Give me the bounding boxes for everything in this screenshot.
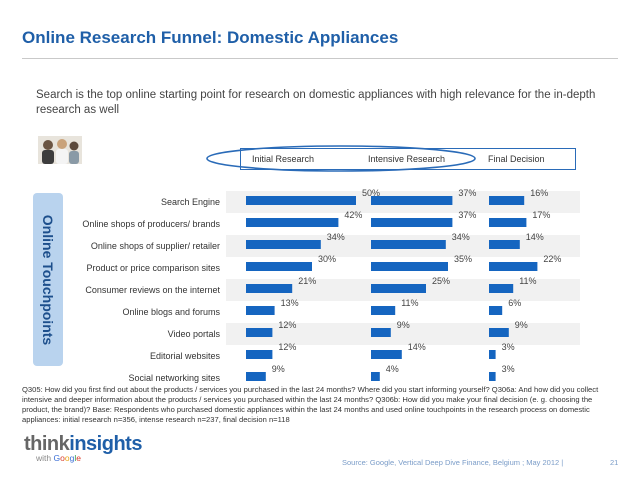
bar-value-label: 30% [318,254,336,264]
bar-value-label: 16% [530,188,548,198]
google-letter: e [76,453,81,463]
bar-value-label: 6% [508,298,521,308]
logo-think: think [24,433,70,455]
bar-value-label: 12% [278,342,296,352]
touchpoints-tab [33,193,63,366]
page-title: Online Research Funnel: Domestic Applian… [22,28,399,47]
bar-intensive-research-6 [371,328,391,337]
bar-value-label: 37% [458,188,476,198]
google-letter: g [69,453,75,463]
row-label-consumer-reviews: Consumer reviews on the internet [85,285,220,295]
page-number: 21 [610,458,619,467]
row-label-video-portals: Video portals [167,329,220,339]
bar-value-label: 34% [327,232,345,242]
google-letter: l [74,453,77,463]
bar-final-decision-4 [489,284,514,293]
bar-initial-research-3 [246,262,312,271]
bar-intensive-research-2 [371,240,446,249]
bar-initial-research-4 [246,284,293,293]
row-label-comparison-sites: Product or price comparison sites [86,263,220,273]
subtitle: Search is the top online starting point … [36,89,596,116]
bar-value-label: 22% [543,254,561,264]
bar-final-decision-6 [489,328,509,337]
bar-initial-research-2 [246,240,321,249]
bar-final-decision-7 [489,350,496,359]
bar-final-decision-2 [489,240,520,249]
people-photo-icon [38,136,82,164]
google-letter: o [60,453,65,463]
bar-initial-research-8 [246,372,266,381]
google-letter: G [53,453,61,463]
google-letter: o [64,453,70,463]
with-google-label: with Google [36,453,81,463]
bar-value-label: 11% [401,298,418,308]
bar-value-label: 9% [515,320,528,330]
bar-value-label: 21% [298,276,316,286]
bar-value-label: 14% [408,342,426,352]
row-label-retailer-shops: Online shops of supplier/ retailer [90,241,220,251]
logo-with: with [36,453,52,463]
bar-intensive-research-4 [371,284,426,293]
bar-value-label: 4% [386,364,399,374]
bar-value-label: 14% [526,232,544,242]
bar-value-label: 9% [272,364,285,374]
bar-value-label: 12% [278,320,296,330]
bar-intensive-research-0 [371,196,453,205]
source-note: Source: Google, Vertical Deep Dive Finan… [342,458,564,467]
bar-intensive-research-3 [371,262,448,271]
bar-value-label: 37% [458,210,476,220]
bar-final-decision-5 [489,306,503,315]
bar-final-decision-0 [489,196,525,205]
bar-initial-research-0 [246,196,356,205]
row-label-social: Social networking sites [128,373,220,383]
bar-initial-research-6 [246,328,273,337]
stage-legend-box [240,148,576,170]
bar-value-label: 34% [452,232,470,242]
bar-initial-research-5 [246,306,275,315]
footnote: Q305: How did you first find out about t… [22,385,599,424]
logo-insights: insights [69,433,142,455]
bar-value-label: 17% [532,210,550,220]
bar-intensive-research-5 [371,306,396,315]
bar-value-label: 3% [502,342,515,352]
row-label-editorial: Editorial websites [149,351,220,361]
bar-value-label: 3% [502,364,515,374]
row-label-search-engine: Search Engine [160,197,220,207]
row-label-blogs-forums: Online blogs and forums [122,307,220,317]
stage-label-final: Final Decision [488,154,545,164]
bar-value-label: 42% [344,210,362,220]
bar-intensive-research-1 [371,218,453,227]
stage-label-initial: Initial Research [252,154,315,164]
bar-value-label: 50% [362,188,380,198]
bar-final-decision-1 [489,218,527,227]
stage-highlight-oval [206,145,476,172]
row-label-producer-shops: Online shops of producers/ brands [82,219,220,229]
stage-label-intensive: Intensive Research [368,154,446,164]
bar-initial-research-1 [246,218,339,227]
bar-intensive-research-7 [371,350,402,359]
bar-value-label: 35% [454,254,472,264]
bar-value-label: 9% [397,320,410,330]
bar-intensive-research-8 [371,372,380,381]
bar-initial-research-7 [246,350,273,359]
think-insights-logo: thinkinsights [24,433,142,456]
bar-final-decision-8 [489,372,496,381]
bar-value-label: 13% [281,298,299,308]
bar-value-label: 25% [432,276,450,286]
bar-value-label: 11% [519,276,536,286]
bar-final-decision-3 [489,262,538,271]
title-divider [22,58,618,59]
